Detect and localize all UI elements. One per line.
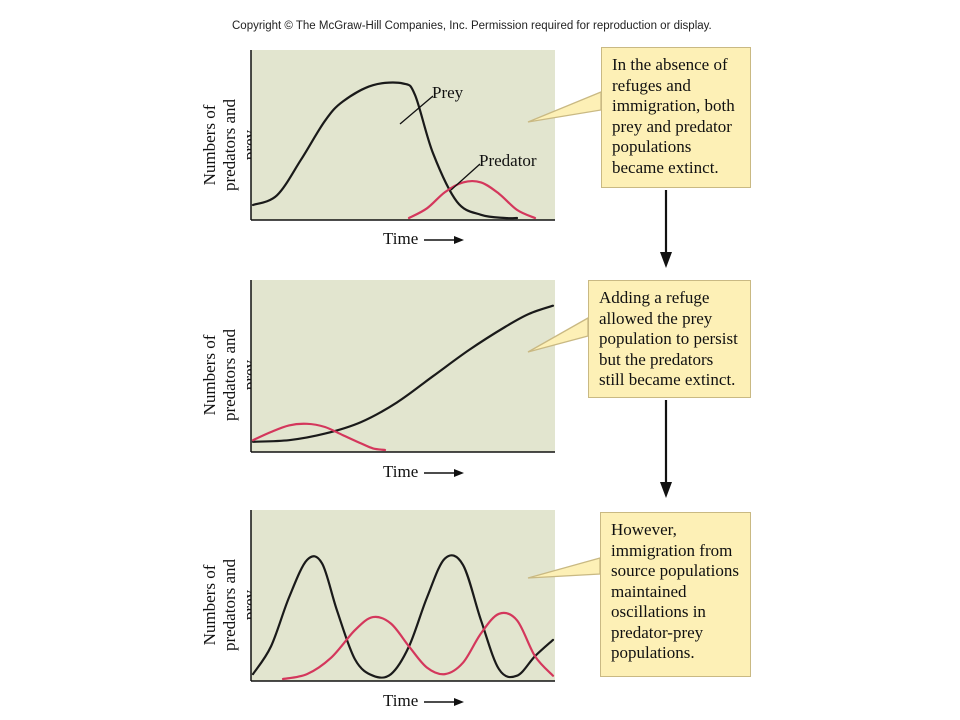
callout-line: In the absence of bbox=[612, 55, 728, 74]
callout-line: refuges and bbox=[612, 75, 691, 95]
prey-label: Prey bbox=[432, 83, 464, 102]
axes-layer bbox=[250, 50, 555, 682]
predator-annotation: Predator bbox=[450, 151, 537, 191]
x-axis-label-3: Time bbox=[383, 691, 465, 711]
x-axis-label-text: Time bbox=[383, 229, 419, 248]
callout-box-1: In the absence of refuges and immigratio… bbox=[601, 47, 751, 188]
callout-pointers bbox=[527, 91, 602, 579]
callout-pointer-2 bbox=[527, 316, 589, 353]
callout-line: immigration from bbox=[611, 540, 733, 560]
predator-curve-1 bbox=[407, 179, 537, 220]
x-axis-label-text: Time bbox=[383, 462, 419, 481]
x-axis-label-text: Time bbox=[383, 691, 419, 710]
plot-area-1 bbox=[251, 50, 555, 220]
flow-arrow-2 bbox=[660, 400, 672, 498]
down-arrow-icon bbox=[660, 252, 672, 268]
callout-line: became extinct. bbox=[612, 157, 719, 177]
copyright-notice: Copyright © The McGraw-Hill Companies, I… bbox=[232, 20, 712, 32]
callout-line: oscillations in bbox=[611, 602, 706, 621]
callout-line: predator-prey bbox=[611, 622, 704, 642]
prey-curve-2 bbox=[251, 304, 555, 443]
callout-line: immigration, both bbox=[612, 96, 735, 115]
callout-pointer-1 bbox=[527, 91, 602, 123]
x-axis-label-1: Time bbox=[383, 229, 465, 249]
plot-area-3 bbox=[251, 510, 555, 681]
callout-box-2: Adding a refuge allowed the prey populat… bbox=[588, 280, 751, 398]
callout-line: allowed the prey bbox=[599, 308, 713, 328]
down-arrow-icon bbox=[660, 482, 672, 498]
right-arrow-icon bbox=[424, 469, 465, 478]
callout-line: populations. bbox=[611, 643, 695, 662]
callout-line: population to persist bbox=[599, 329, 738, 348]
predator-curve-2 bbox=[251, 422, 387, 452]
callout-box-3: However, immigration from source populat… bbox=[600, 512, 751, 677]
prey-annotation: Prey bbox=[399, 83, 464, 125]
callout-line: maintained bbox=[611, 581, 687, 601]
curves-layer bbox=[251, 81, 555, 681]
predator-curve-3 bbox=[281, 611, 555, 681]
right-arrow-icon bbox=[424, 698, 465, 707]
callout-line: still became extinct. bbox=[599, 370, 736, 389]
callout-line: However, bbox=[611, 520, 677, 539]
callout-line: prey and predator bbox=[612, 116, 732, 136]
callout-pointer-3 bbox=[527, 557, 601, 579]
predator-label: Predator bbox=[479, 151, 537, 170]
callout-line: source populations bbox=[611, 561, 739, 580]
prey-curve-1 bbox=[251, 81, 519, 220]
x-axis-label-2: Time bbox=[383, 462, 465, 482]
callout-line: Adding a refuge bbox=[599, 288, 710, 307]
prey-curve-3 bbox=[251, 554, 555, 679]
callout-line: populations bbox=[612, 137, 692, 156]
right-arrow-icon bbox=[424, 236, 465, 245]
flow-arrow-1 bbox=[660, 190, 672, 268]
callout-line: but the predators bbox=[599, 349, 714, 369]
